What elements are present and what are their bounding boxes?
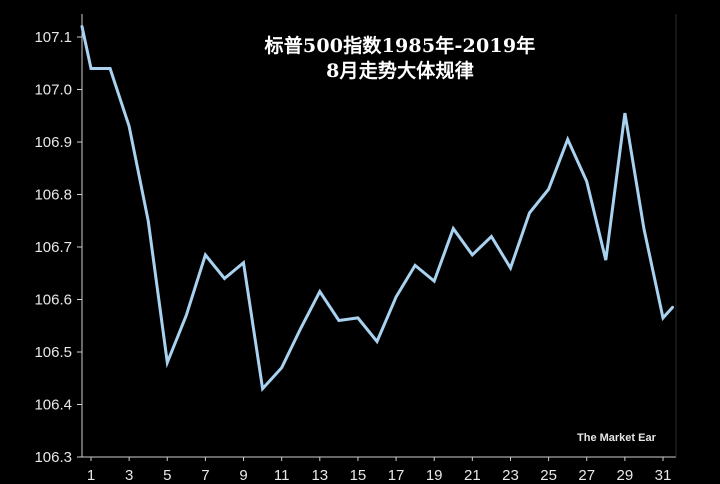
watermark: The Market Ear — [577, 432, 656, 444]
x-tick-label: 9 — [239, 467, 247, 484]
series-line — [80, 25, 674, 393]
x-tick-label: 23 — [502, 467, 519, 484]
x-axis-ticks: 1 3 5 7 9 11 13 15 17 19 21 23 25 27 29 31 — [87, 457, 672, 484]
y-tick-label: 106.3 — [34, 449, 72, 466]
x-tick-label: 13 — [311, 467, 328, 484]
x-tick-label: 7 — [201, 467, 209, 484]
series — [80, 25, 674, 393]
axes — [81, 14, 677, 458]
x-tick-label: 31 — [655, 467, 672, 484]
x-tick-label: 27 — [578, 467, 595, 484]
y-tick-label: 106.8 — [34, 187, 72, 204]
x-tick-label: 5 — [163, 467, 171, 484]
chart-title-line-2: 8月走势大体规律 — [326, 60, 474, 82]
chart-title: 标普500指数1985年-2019年 8月走势大体规律 — [250, 34, 550, 84]
x-tick-label: 11 — [274, 467, 290, 484]
y-tick-label: 106.4 — [34, 397, 72, 414]
x-tick-label: 3 — [125, 467, 133, 484]
x-tick-label: 19 — [426, 467, 443, 484]
y-tick-label: 106.6 — [34, 292, 72, 309]
y-tick-label: 107.1 — [34, 29, 72, 46]
x-tick-label: 15 — [350, 467, 367, 484]
y-tick-label: 106.9 — [34, 134, 72, 151]
x-tick-label: 29 — [617, 467, 634, 484]
x-tick-label: 25 — [540, 467, 557, 484]
y-tick-label: 106.7 — [34, 239, 72, 256]
y-tick-label: 107.0 — [34, 82, 72, 99]
y-axis-ticks: 106.3 106.4 106.5 106.6 106.7 106.8 106.9 107.0… — [34, 29, 82, 466]
y-tick-label: 106.5 — [34, 344, 72, 361]
x-tick-label: 17 — [388, 467, 405, 484]
chart-title-line-1: 标普500指数1985年-2019年 — [264, 35, 536, 57]
x-tick-label: 1 — [87, 467, 95, 484]
x-tick-label: 21 — [464, 467, 481, 484]
